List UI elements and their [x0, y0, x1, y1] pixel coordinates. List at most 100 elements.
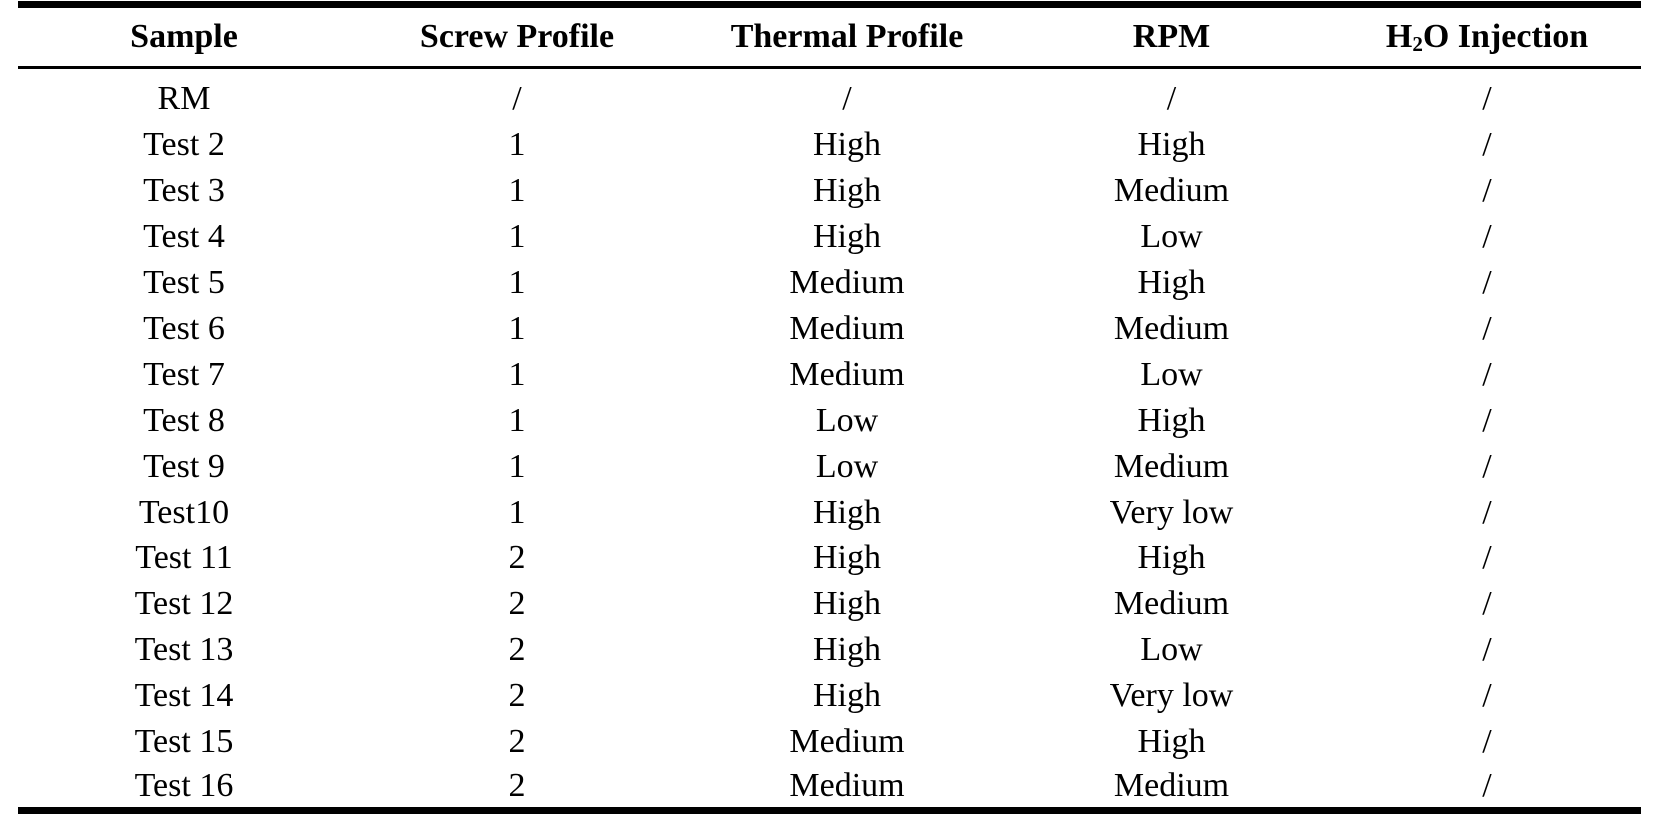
- cell-thermal-profile: Medium: [789, 310, 905, 347]
- cell-screw-profile: 2: [508, 677, 526, 715]
- column-header-thermal-profile: Thermal Profile: [684, 4, 1010, 69]
- table-row: Test 15 2 Medium High /: [18, 719, 1641, 765]
- cell-thermal-profile: High: [813, 631, 881, 669]
- cell-screw-profile: 1: [508, 126, 526, 164]
- cell-h2o-injection: /: [1482, 631, 1492, 669]
- cell-thermal-profile: Low: [815, 447, 879, 485]
- cell-rpm: Low: [1140, 355, 1203, 393]
- cell-screw-profile: 2: [508, 631, 526, 669]
- cell-screw-profile: 2: [508, 723, 526, 761]
- table-row: Test 3 1 High Medium /: [18, 168, 1641, 214]
- cell-screw-profile: /: [512, 79, 522, 117]
- cell-h2o-injection: /: [1482, 264, 1492, 302]
- table-row: Test 12 2 High Medium /: [18, 581, 1641, 627]
- cell-sample: Test 16: [134, 767, 234, 805]
- cell-h2o-injection: /: [1482, 767, 1492, 805]
- cell-sample: Test 9: [143, 447, 225, 485]
- cell-sample: Test10: [138, 493, 230, 531]
- header-row: Sample Screw Profile Thermal Profile RPM…: [18, 4, 1641, 69]
- cell-rpm: Medium: [1113, 767, 1230, 805]
- cell-thermal-profile: High: [813, 585, 881, 623]
- cell-rpm: Very low: [1109, 677, 1234, 715]
- table-row: Test10 1 High Very low /: [18, 490, 1641, 536]
- cell-thermal-profile: High: [813, 677, 881, 715]
- cell-h2o-injection: /: [1482, 585, 1492, 623]
- cell-rpm: /: [1166, 79, 1177, 117]
- cell-sample: Test 8: [143, 401, 225, 439]
- cell-h2o-injection: /: [1482, 447, 1492, 485]
- cell-sample: Test 4: [143, 218, 225, 256]
- cell-sample: Test 7: [143, 355, 225, 393]
- cell-sample: Test 15: [134, 723, 234, 761]
- cell-screw-profile: 2: [508, 767, 526, 805]
- cell-h2o-injection: /: [1482, 79, 1492, 117]
- h2o-symbol-h: H: [1385, 18, 1413, 55]
- cell-sample: Test 12: [134, 585, 234, 623]
- column-header-rpm: RPM: [1010, 4, 1333, 69]
- cell-thermal-profile: Medium: [789, 723, 905, 761]
- table-row: Test 11 2 High High /: [18, 536, 1641, 582]
- table-row: Test 14 2 High Very low /: [18, 673, 1641, 719]
- cell-thermal-profile: /: [842, 79, 852, 117]
- cell-sample: Test 13: [134, 631, 234, 669]
- cell-rpm: Low: [1140, 631, 1203, 669]
- cell-h2o-injection: /: [1482, 677, 1492, 715]
- cell-rpm: Very low: [1109, 493, 1234, 531]
- table-row: Test 7 1 Medium Low /: [18, 352, 1641, 398]
- cell-sample: Test 2: [143, 126, 225, 164]
- cell-rpm: Medium: [1113, 172, 1230, 210]
- cell-screw-profile: 1: [508, 218, 526, 256]
- column-header-sample: Sample: [18, 4, 350, 69]
- cell-sample: Test 3: [143, 172, 225, 210]
- cell-h2o-injection: /: [1482, 401, 1492, 439]
- table-row: Test 6 1 Medium Medium /: [18, 306, 1641, 352]
- table-row: Test 5 1 Medium High /: [18, 260, 1641, 306]
- h2o-subscript-2: 2: [1412, 31, 1423, 56]
- cell-screw-profile: 2: [508, 539, 526, 577]
- cell-rpm: High: [1137, 723, 1206, 761]
- table-row: Test 9 1 Low Medium /: [18, 444, 1641, 490]
- cell-thermal-profile: Medium: [789, 767, 905, 805]
- cell-sample: Test 11: [135, 539, 233, 577]
- cell-screw-profile: 1: [508, 264, 526, 302]
- cell-rpm: Medium: [1113, 310, 1230, 347]
- table-row: Test 13 2 High Low /: [18, 627, 1641, 673]
- cell-thermal-profile: High: [813, 539, 881, 577]
- cell-thermal-profile: High: [813, 493, 881, 531]
- cell-sample: Test 5: [143, 264, 225, 302]
- cell-rpm: High: [1137, 401, 1206, 439]
- table-row: Test 4 1 High Low /: [18, 214, 1641, 260]
- table-row: RM / / / /: [18, 68, 1641, 123]
- cell-rpm: Medium: [1113, 447, 1230, 485]
- cell-screw-profile: 1: [508, 172, 526, 210]
- table-row: Test 2 1 High High /: [18, 123, 1641, 169]
- cell-sample: RM: [157, 79, 211, 117]
- cell-screw-profile: 1: [508, 355, 526, 393]
- cell-thermal-profile: Medium: [789, 264, 905, 302]
- cell-h2o-injection: /: [1482, 355, 1492, 393]
- cell-thermal-profile: Low: [815, 401, 879, 439]
- column-header-screw-profile: Screw Profile: [350, 4, 684, 69]
- cell-thermal-profile: Medium: [789, 355, 905, 393]
- cell-screw-profile: 2: [508, 585, 526, 623]
- cell-thermal-profile: High: [813, 218, 881, 256]
- cell-h2o-injection: /: [1482, 493, 1492, 531]
- cell-thermal-profile: High: [813, 172, 881, 210]
- cell-rpm: Medium: [1113, 585, 1230, 623]
- cell-h2o-injection: /: [1482, 172, 1492, 210]
- cell-rpm: Low: [1140, 218, 1203, 256]
- cell-screw-profile: 1: [508, 401, 526, 439]
- cell-h2o-injection: /: [1482, 126, 1492, 164]
- cell-screw-profile: 1: [508, 447, 526, 485]
- table-body: RM / / / / Test 2 1 High High / Test 3 1…: [18, 68, 1641, 811]
- cell-rpm: High: [1137, 264, 1206, 302]
- table-row: Test 16 2 Medium Medium /: [18, 765, 1641, 811]
- cell-h2o-injection: /: [1482, 310, 1492, 347]
- cell-thermal-profile: High: [813, 126, 881, 164]
- cell-sample: Test 14: [134, 677, 234, 715]
- cell-rpm: High: [1137, 539, 1206, 577]
- cell-rpm: High: [1137, 126, 1206, 164]
- cell-sample: Test 6: [143, 310, 225, 347]
- column-header-h2o-injection: H2O Injection: [1333, 4, 1641, 69]
